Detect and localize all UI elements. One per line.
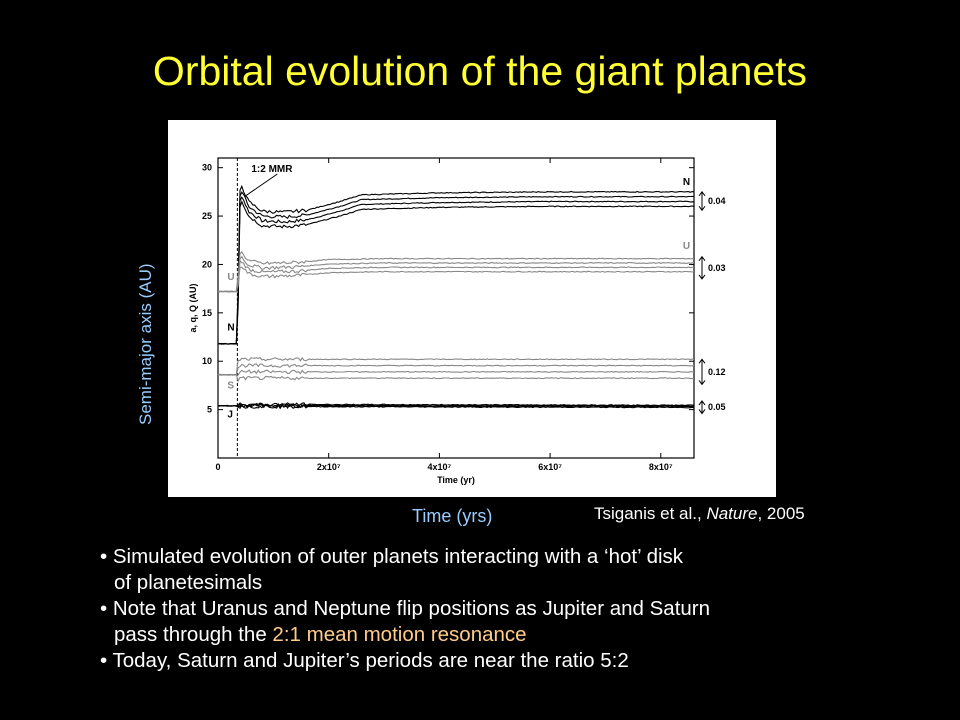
y-tick-label: 25 (202, 211, 212, 221)
planet-label-U-left: U (227, 272, 234, 283)
ecc-arrow-top-S (698, 358, 706, 364)
series-line-S-2 (217, 373, 695, 383)
resonance-label: 1:2 MMR (251, 164, 293, 175)
series-line-U-0 (217, 259, 695, 293)
series-line-S-0 (217, 369, 695, 376)
planet-label-S-left: S (227, 380, 234, 391)
orbital-evolution-figure: 5 10 15 20 25 30 0 2x10⁷ 4x10⁷ 6x10⁷ 8x10⁷ Time (yr… (168, 120, 776, 497)
y-tick-label: 5 (207, 405, 212, 415)
citation: Tsiganis et al., Nature, 2005 (594, 504, 805, 524)
ecc-arrow-top-U (698, 255, 706, 262)
ecc-arrow-bottom-U (698, 274, 706, 280)
ecc-arrow-bottom-J (698, 409, 706, 415)
series-line-U-3 (217, 250, 694, 293)
bullet-list: • Simulated evolution of outer planets i… (100, 544, 920, 674)
series-line-N-2 (217, 200, 695, 345)
bullet-2-line-1: • Note that Uranus and Neptune flip posi… (100, 597, 711, 620)
citation-authors: Tsiganis et al., (594, 504, 707, 523)
resonance-highlight: 2:1 mean motion resonance (272, 623, 527, 646)
orbital-evolution-chart: 5 10 15 20 25 30 0 2x10⁷ 4x10⁷ 6x10⁷ 8x10⁷ Time (yr… (188, 157, 726, 485)
y-axis-label: a, q, Q (AU) (188, 283, 198, 332)
ecc-arrow-bottom-N (698, 205, 706, 212)
y-tick-label: 20 (202, 259, 212, 269)
series-line-N-0 (218, 196, 695, 345)
series-line-J-2 (218, 404, 695, 410)
x-tick-label: 8x10⁷ (649, 462, 673, 472)
y-tick-label: 10 (202, 356, 212, 366)
slide-title: Orbital evolution of the giant planets (152, 48, 808, 94)
planet-label-U-right: U (683, 241, 690, 252)
bullet-1-line-2: of planetesimals (114, 571, 263, 594)
bullet-2-line-2: pass through the 2:1 mean motion resonan… (100, 622, 920, 648)
ecc-label-J: 0.05 (708, 402, 726, 412)
label-layer: 1:2 MMR N U U N S J 0.04 0.03 0.12 0.05 (227, 164, 725, 420)
bullet-3-line-1: • Today, Saturn and Jupiter’s periods ar… (100, 649, 629, 672)
series-line-U-1 (217, 255, 695, 293)
series-line-S-1 (217, 363, 695, 376)
resonance-pointer (245, 173, 278, 197)
plot-frame (217, 157, 695, 459)
series-line-S-3 (217, 356, 695, 376)
ecc-label-U: 0.03 (708, 263, 726, 273)
planet-label-N-left: N (227, 322, 234, 333)
x-tick-label: 6x10⁷ (538, 462, 562, 472)
y-tick-label: 30 (202, 163, 212, 173)
series-layer (217, 184, 695, 410)
ecc-arrow-bottom-S (698, 380, 706, 386)
x-tick-label: 2x10⁷ (317, 462, 341, 472)
x-axis-caption: Time (yrs) (412, 506, 493, 526)
ecc-arrow-top-N (698, 191, 706, 197)
ecc-label-S: 0.12 (708, 367, 726, 377)
series-line-U-2 (217, 266, 695, 293)
plot-frame-layer: 5 10 15 20 25 30 0 2x10⁷ 4x10⁷ 6x10⁷ 8x10⁷ Time (yr… (188, 157, 695, 485)
series-line-N-1 (217, 191, 695, 345)
series-line-N-3 (217, 184, 695, 345)
y-tick-label: 15 (202, 308, 212, 318)
citation-journal: Nature (706, 504, 758, 523)
bullet-1-line-1: • Simulated evolution of outer planets i… (100, 545, 684, 568)
x-axis-label: Time (yr) (437, 475, 475, 485)
ecc-arrow-top-J (698, 400, 706, 406)
series-line-J-3 (217, 402, 694, 407)
x-tick-label: 4x10⁷ (428, 462, 452, 472)
citation-year: , 2005 (757, 504, 805, 523)
bullet-2-text: pass through the (114, 623, 273, 646)
x-tick-label: 0 (215, 462, 220, 472)
planet-label-J-left: J (227, 409, 233, 420)
y-axis-caption: Semi-major axis (AU) (136, 263, 155, 425)
ecc-label-N: 0.04 (708, 196, 726, 206)
planet-label-N-right: N (683, 177, 690, 188)
